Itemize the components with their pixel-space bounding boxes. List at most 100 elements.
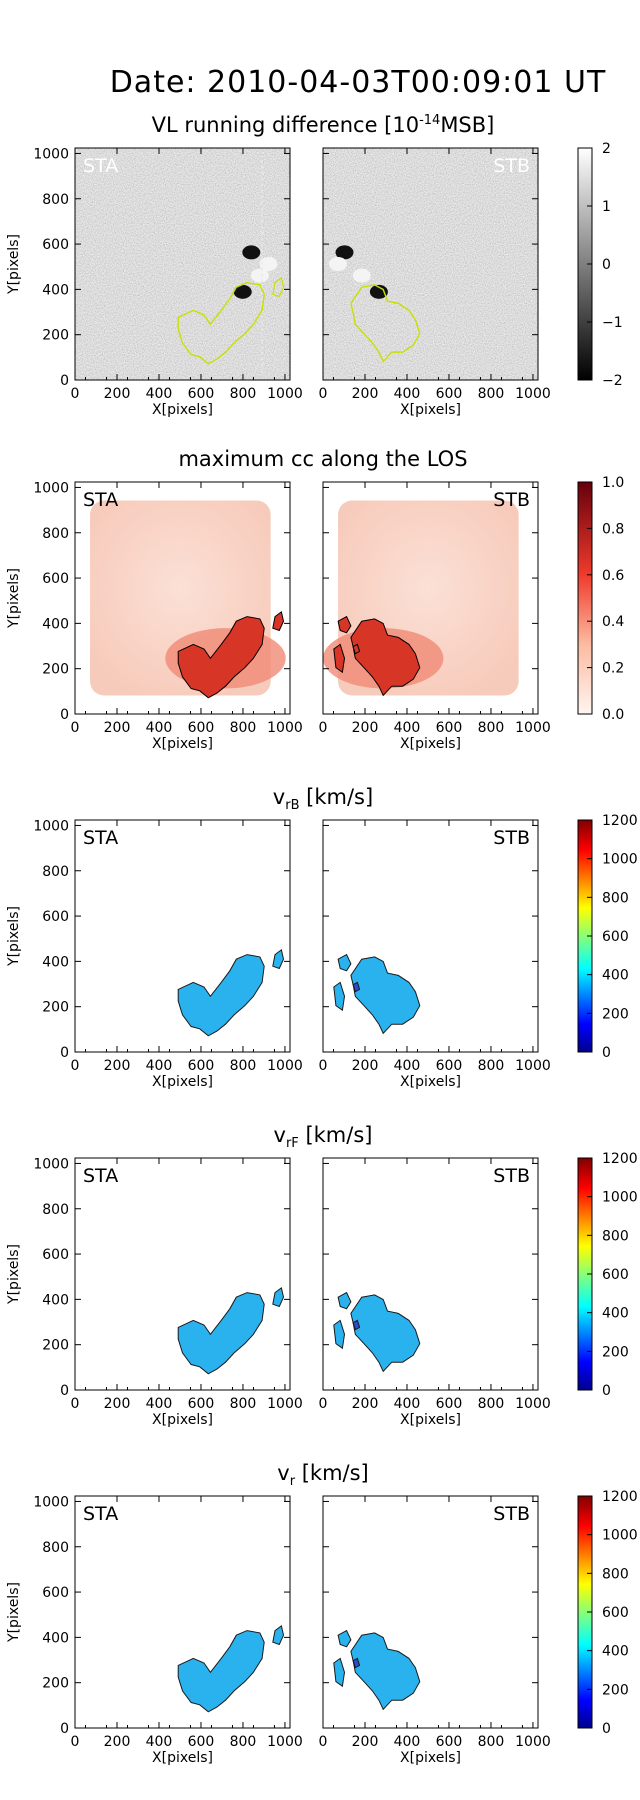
spacecraft-label: STA <box>83 155 118 177</box>
colorbar-tick-label: 1200 <box>602 1151 638 1167</box>
y-tick-label: 800 <box>42 1202 69 1218</box>
colorbar-tick-label: 1 <box>602 199 611 215</box>
structure-blob <box>242 245 261 260</box>
main-title: Date: 2010-04-03T00:09:01 UT <box>110 65 607 100</box>
x-tick-label: 400 <box>146 720 173 736</box>
y-tick-label: 1000 <box>33 1494 69 1510</box>
colorbar-tick-label: 1000 <box>602 1190 638 1206</box>
spacecraft-label: STB <box>493 1503 530 1525</box>
axes-frame <box>74 1495 291 1729</box>
velocity-region <box>352 981 361 993</box>
panel-sta-row4: STA 0 200 400 600 800 1000 X[pixels] 0 200 400 600 8… <box>6 1156 303 1428</box>
velocity-region <box>177 954 265 1037</box>
colorbar-tick-label: 0 <box>602 1383 611 1399</box>
contour-outline <box>350 284 421 363</box>
structure-blob <box>259 257 278 271</box>
x-tick-label: 1000 <box>515 720 551 736</box>
colorbar-tick-label: 0.4 <box>602 614 624 630</box>
x-tick-label: 1000 <box>267 386 303 402</box>
colorbar-tick-label: 0.2 <box>602 661 624 677</box>
spacecraft-label: STB <box>493 155 530 177</box>
y-axis-label: Y[pixels] <box>6 1582 22 1643</box>
image-background <box>323 820 538 1052</box>
y-tick-label: 600 <box>42 1247 69 1263</box>
axes-frame <box>322 1157 539 1391</box>
contour-region <box>272 611 285 632</box>
structure-blob <box>335 245 354 260</box>
velocity-region <box>352 1657 361 1669</box>
colorbar-tick-label: 600 <box>602 1267 629 1283</box>
y-tick-label: 800 <box>42 864 69 880</box>
structure-blob <box>329 257 348 271</box>
y-tick-label: 200 <box>42 662 69 678</box>
x-tick-label: 800 <box>230 1396 257 1412</box>
x-tick-label: 0 <box>319 1058 328 1074</box>
colorbar-tick-label: 0.8 <box>602 521 624 537</box>
colorbar-tick-label: 0.6 <box>602 568 624 584</box>
structure-blob <box>233 284 252 299</box>
velocity-region <box>333 1657 346 1688</box>
x-tick-label: 800 <box>478 386 505 402</box>
contour-region <box>337 615 352 634</box>
x-tick-label: 800 <box>478 1396 505 1412</box>
contour-region <box>177 616 265 699</box>
panel-sta-row5: STA 0 200 400 600 800 1000 X[pixels] 0 200 400 600 8… <box>6 1494 303 1766</box>
colorbar-tick-label: 1200 <box>602 813 638 829</box>
panel-title-2: maximum cc along the LOS <box>178 447 467 471</box>
x-tick-label: 400 <box>394 1058 421 1074</box>
panel-sta-row3: STA 0 200 400 600 800 1000 X[pixels] 0 200 400 600 8… <box>6 818 303 1090</box>
x-axis-label: X[pixels] <box>152 1412 213 1428</box>
colorbar-tick-label: 400 <box>602 1306 629 1322</box>
colorbar-tick-label: 800 <box>602 890 629 906</box>
image-background <box>75 1158 290 1390</box>
x-axis-label: X[pixels] <box>152 1750 213 1766</box>
image-background <box>75 148 290 380</box>
x-tick-label: 600 <box>188 386 215 402</box>
x-tick-label: 800 <box>478 1734 505 1750</box>
contour-region <box>333 643 346 674</box>
velocity-region <box>333 981 346 1012</box>
velocity-region <box>177 1630 265 1713</box>
y-tick-label: 0 <box>60 1045 69 1061</box>
colorbar-tick-label: 600 <box>602 929 629 945</box>
panel-title-1: VL running difference [10-14MSB] <box>152 113 495 137</box>
y-tick-label: 400 <box>42 1630 69 1646</box>
structure-blob <box>369 284 388 299</box>
x-tick-label: 1000 <box>515 1058 551 1074</box>
axes-frame <box>322 147 539 381</box>
panel-stb-row1: STB 0 200 400 600 800 1000 X[pixels] <box>319 147 551 418</box>
structure-blob <box>250 268 269 283</box>
colorbar-tick-label: −1 <box>602 315 623 331</box>
velocity-region <box>350 956 421 1035</box>
y-tick-label: 0 <box>60 1721 69 1737</box>
x-tick-label: 1000 <box>267 1396 303 1412</box>
colorbar-tick-label: −2 <box>602 373 623 389</box>
y-axis-label: Y[pixels] <box>6 1244 22 1305</box>
x-tick-label: 200 <box>104 386 131 402</box>
image-background <box>75 1496 290 1728</box>
spacecraft-label: STA <box>83 827 118 849</box>
colorbar-tick-label: 1000 <box>602 852 638 868</box>
x-tick-label: 0 <box>71 1734 80 1750</box>
axes-frame <box>74 819 291 1053</box>
y-axis-label: Y[pixels] <box>6 234 22 295</box>
contour-region <box>352 643 361 655</box>
velocity-region <box>272 1287 285 1308</box>
y-tick-label: 400 <box>42 282 69 298</box>
colorbar-row3: 0 200 400 600 800 1000 1200 <box>577 813 638 1061</box>
axes-frame <box>322 819 539 1053</box>
x-tick-label: 200 <box>352 1396 379 1412</box>
y-tick-label: 600 <box>42 1585 69 1601</box>
x-tick-label: 400 <box>146 1396 173 1412</box>
image-background <box>323 1496 538 1728</box>
colorbar-row2: 0.0 0.2 0.4 0.6 0.8 1.0 <box>577 475 624 723</box>
velocity-region <box>337 1629 352 1648</box>
y-tick-label: 600 <box>42 571 69 587</box>
x-tick-label: 600 <box>188 720 215 736</box>
velocity-region <box>333 1319 346 1350</box>
x-axis-label: X[pixels] <box>400 736 461 752</box>
y-tick-label: 400 <box>42 1292 69 1308</box>
x-tick-label: 400 <box>146 386 173 402</box>
y-tick-label: 0 <box>60 1383 69 1399</box>
colorbar-tick-label: 400 <box>602 968 629 984</box>
